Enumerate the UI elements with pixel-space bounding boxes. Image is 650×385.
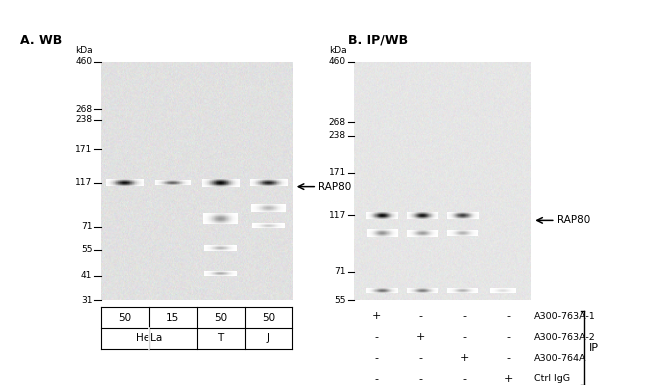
Text: -: - (463, 374, 467, 384)
Text: +: + (460, 353, 469, 363)
Text: A. WB: A. WB (20, 34, 62, 47)
Text: RAP80: RAP80 (318, 182, 352, 192)
Text: kDa: kDa (329, 46, 346, 55)
Text: A300-764A: A300-764A (534, 353, 587, 363)
Text: +: + (372, 311, 381, 321)
Text: 55: 55 (81, 245, 92, 254)
Text: 71: 71 (334, 267, 346, 276)
Text: J: J (267, 333, 270, 343)
Text: 171: 171 (328, 168, 346, 177)
Text: -: - (463, 311, 467, 321)
Text: 41: 41 (81, 271, 92, 280)
Text: 117: 117 (75, 178, 92, 187)
Text: 15: 15 (166, 313, 179, 323)
Text: -: - (507, 332, 511, 342)
Text: 268: 268 (329, 118, 346, 127)
Text: Ctrl IgG: Ctrl IgG (534, 374, 570, 383)
Text: T: T (218, 333, 224, 343)
Text: -: - (507, 311, 511, 321)
Text: kDa: kDa (75, 46, 93, 55)
Text: 50: 50 (118, 313, 131, 323)
Text: IP: IP (589, 343, 599, 353)
Text: 171: 171 (75, 145, 92, 154)
Text: B. IP/WB: B. IP/WB (348, 34, 408, 47)
Text: -: - (419, 374, 422, 384)
Text: 460: 460 (329, 57, 346, 66)
Text: -: - (419, 311, 422, 321)
Text: -: - (374, 332, 378, 342)
Text: -: - (507, 353, 511, 363)
Text: 31: 31 (81, 296, 92, 305)
Text: -: - (374, 374, 378, 384)
Text: -: - (419, 353, 422, 363)
Text: 71: 71 (81, 223, 92, 231)
Text: 460: 460 (75, 57, 92, 66)
Text: +: + (504, 374, 514, 384)
Text: +: + (416, 332, 425, 342)
Text: HeLa: HeLa (136, 333, 162, 343)
Text: 238: 238 (329, 131, 346, 140)
Text: 117: 117 (328, 211, 346, 220)
Text: RAP80: RAP80 (557, 215, 590, 225)
Text: 50: 50 (262, 313, 275, 323)
Text: A300-763A-2: A300-763A-2 (534, 333, 596, 342)
Text: 268: 268 (75, 105, 92, 114)
Text: 238: 238 (75, 116, 92, 124)
Text: 50: 50 (214, 313, 227, 323)
Text: -: - (463, 332, 467, 342)
Text: A300-763A-1: A300-763A-1 (534, 312, 596, 321)
Text: -: - (374, 353, 378, 363)
Text: 55: 55 (334, 296, 346, 305)
